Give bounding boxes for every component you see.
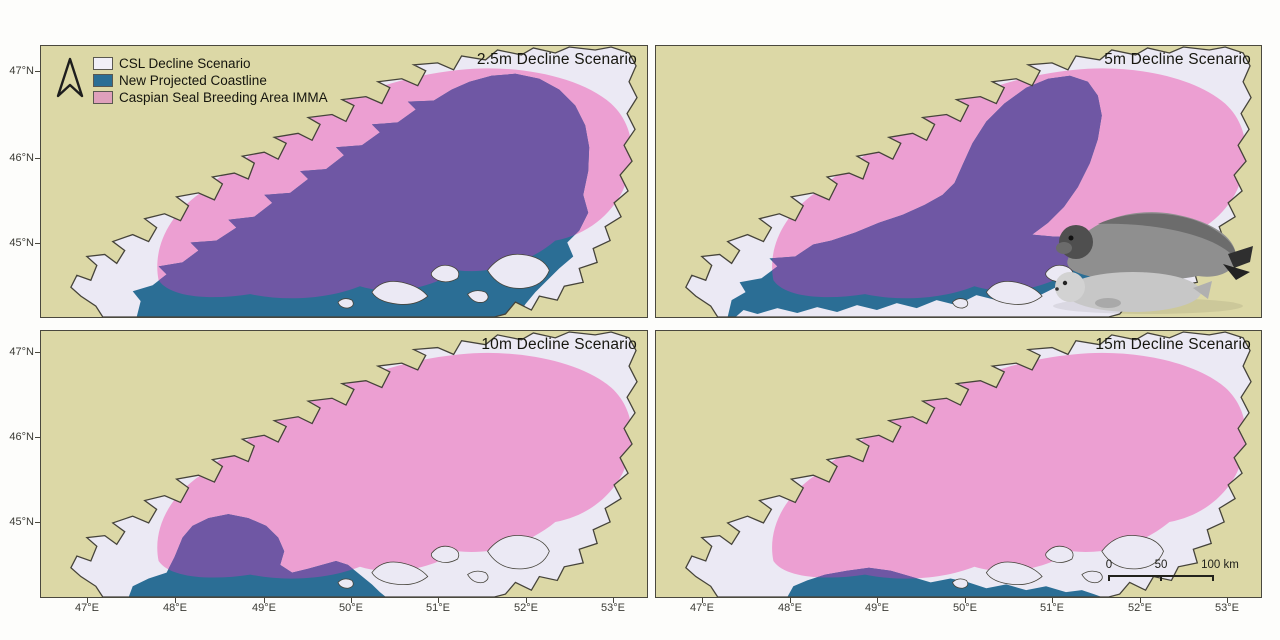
map-panel-2-5m-decline: CSL Decline Scenario New Projected Coast… xyxy=(40,45,648,318)
legend-swatch-csl-decline xyxy=(93,57,113,70)
panel-title-5m: 5m Decline Scenario xyxy=(1104,51,1251,68)
lat-label-47n: 47°N xyxy=(9,346,34,358)
lat-tick xyxy=(35,522,41,523)
lon-tick xyxy=(1227,598,1228,603)
lon-tick xyxy=(351,598,352,603)
lon-label: 51°E xyxy=(1040,602,1064,614)
scale-bar: 0 50 100 km xyxy=(1105,559,1239,589)
lon-tick xyxy=(790,598,791,603)
lat-label-46n: 46°N xyxy=(9,431,34,443)
legend-item-imma: Caspian Seal Breeding Area IMMA xyxy=(93,89,328,106)
lon-label: 50°E xyxy=(339,602,363,614)
lon-label: 48°E xyxy=(163,602,187,614)
lat-tick xyxy=(35,243,41,244)
scale-label-100km: 100 km xyxy=(1201,559,1239,571)
lon-tick xyxy=(1140,598,1141,603)
lat-label-47n: 47°N xyxy=(9,65,34,77)
lon-tick xyxy=(264,598,265,603)
legend-label: CSL Decline Scenario xyxy=(119,56,251,71)
lon-label: 52°E xyxy=(514,602,538,614)
legend-label: Caspian Seal Breeding Area IMMA xyxy=(119,90,328,105)
legend-swatch-projected-coastline xyxy=(93,74,113,87)
scale-tick xyxy=(1212,575,1214,581)
legend-swatch-breeding-area xyxy=(93,91,113,104)
lon-tick xyxy=(702,598,703,603)
lon-tick xyxy=(438,598,439,603)
scale-tick xyxy=(1108,575,1110,581)
map-panel-5m-decline: 5m Decline Scenario xyxy=(655,45,1262,318)
lon-label: 52°E xyxy=(1128,602,1152,614)
lat-label-45n: 45°N xyxy=(9,237,34,249)
panel-title-15m: 15m Decline Scenario xyxy=(1095,336,1251,353)
lon-label: 53°E xyxy=(601,602,625,614)
lon-tick xyxy=(87,598,88,603)
lon-label: 48°E xyxy=(778,602,802,614)
lon-tick xyxy=(965,598,966,603)
lon-label: 53°E xyxy=(1215,602,1239,614)
lat-tick xyxy=(35,158,41,159)
lon-label: 51°E xyxy=(426,602,450,614)
legend-item-csl: CSL Decline Scenario xyxy=(93,55,328,72)
north-arrow-icon xyxy=(56,57,84,98)
map-panel-15m-decline: 0 50 100 km 15m Decline Scenario xyxy=(655,330,1262,598)
scale-tick xyxy=(1160,575,1162,581)
caspian-seals-photo xyxy=(1053,212,1253,314)
lat-label-46n: 46°N xyxy=(9,152,34,164)
lon-tick xyxy=(877,598,878,603)
panel-title-2-5m: 2.5m Decline Scenario xyxy=(476,51,637,68)
lon-tick xyxy=(613,598,614,603)
map-legend: CSL Decline Scenario New Projected Coast… xyxy=(93,55,328,106)
map-15m xyxy=(685,331,1252,597)
panel-title-10m: 10m Decline Scenario xyxy=(481,336,637,353)
map-10m xyxy=(70,331,638,597)
scale-label-50: 50 xyxy=(1154,559,1168,571)
lat-label-45n: 45°N xyxy=(9,516,34,528)
lat-tick xyxy=(35,437,41,438)
map-panel-10m-decline: 10m Decline Scenario xyxy=(40,330,648,598)
lon-label: 47°E xyxy=(75,602,99,614)
lon-tick xyxy=(1052,598,1053,603)
lon-label: 49°E xyxy=(252,602,276,614)
lat-tick xyxy=(35,352,41,353)
lon-label: 50°E xyxy=(953,602,977,614)
legend-label: New Projected Coastline xyxy=(119,73,267,88)
lat-tick xyxy=(35,71,41,72)
scale-label-0: 0 xyxy=(1105,559,1113,571)
legend-item-coastline: New Projected Coastline xyxy=(93,72,328,89)
lon-tick xyxy=(175,598,176,603)
lon-label: 47°E xyxy=(690,602,714,614)
lon-label: 49°E xyxy=(865,602,889,614)
lon-tick xyxy=(526,598,527,603)
